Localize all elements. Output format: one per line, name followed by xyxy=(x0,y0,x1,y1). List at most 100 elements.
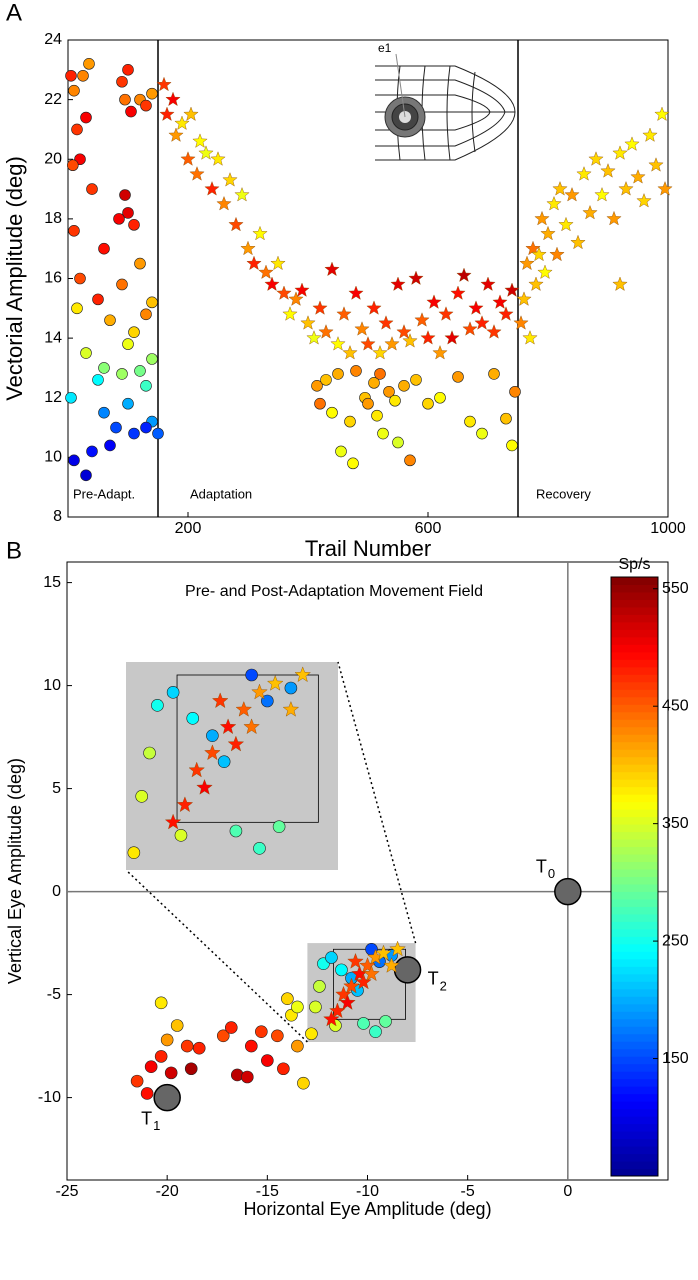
star-point xyxy=(192,133,208,148)
y-tick-label: 16 xyxy=(44,270,62,287)
star-point xyxy=(444,330,460,345)
circle-point xyxy=(80,469,92,482)
y-tick-label: 14 xyxy=(44,329,62,346)
circle-point xyxy=(476,427,488,440)
star-point xyxy=(618,181,634,196)
circle-point xyxy=(186,712,200,725)
star-point xyxy=(343,977,360,994)
star-point xyxy=(354,321,370,336)
colorbar-segment xyxy=(611,1086,658,1095)
colorbar-segment xyxy=(611,1033,658,1042)
x-axis-label: Horizontal Eye Amplitude (deg) xyxy=(243,1199,491,1219)
star-point xyxy=(216,195,232,211)
circle-point xyxy=(68,84,80,97)
colorbar-segment xyxy=(611,606,658,615)
circle-point xyxy=(335,963,348,977)
circle-point xyxy=(164,1066,178,1080)
circle-point xyxy=(160,1033,174,1047)
star-point xyxy=(318,324,334,339)
circle-point xyxy=(92,293,104,306)
circle-point xyxy=(362,397,374,410)
colorbar-segment xyxy=(611,719,658,728)
colorbar-segment xyxy=(611,584,658,593)
colorbar-segment xyxy=(611,577,658,585)
y-tick-label: 12 xyxy=(44,389,62,406)
colorbar-segment xyxy=(611,869,658,877)
circle-point xyxy=(128,427,140,440)
circle-point xyxy=(127,846,141,859)
circle-point xyxy=(125,105,137,118)
circle-point xyxy=(500,412,512,425)
colorbar-segment xyxy=(611,659,658,668)
y-tick-label: 5 xyxy=(52,780,61,797)
y-tick-label: 10 xyxy=(44,449,62,466)
colorbar-segment xyxy=(611,1138,658,1147)
colorbar-segment xyxy=(611,1071,658,1080)
star-point xyxy=(438,306,454,321)
colorbar-tick-label: 150 xyxy=(662,1050,689,1067)
colorbar-segment xyxy=(611,779,658,788)
colorbar-segment xyxy=(611,1131,658,1140)
colorbar-segment xyxy=(611,599,658,608)
colorbar-segment xyxy=(611,921,658,930)
star-point xyxy=(525,240,541,256)
star-point xyxy=(246,255,262,271)
circle-point xyxy=(357,1017,370,1030)
star-point xyxy=(210,151,226,166)
zoom-connector xyxy=(125,869,308,1043)
circle-point xyxy=(113,213,125,225)
circle-point xyxy=(65,391,77,404)
circle-point xyxy=(83,58,95,70)
y-axis-label: Vertical Eye Amplitude (deg) xyxy=(5,758,25,984)
y-tick-label: 22 xyxy=(44,91,62,108)
circle-point xyxy=(119,189,131,201)
circle-point xyxy=(65,69,77,82)
star-point xyxy=(564,187,580,202)
colorbar-segment xyxy=(611,1161,658,1170)
eye-schematic xyxy=(375,53,516,161)
circle-point xyxy=(92,374,104,386)
star-point xyxy=(336,306,352,321)
star-point xyxy=(366,300,382,315)
x-tick-label: 600 xyxy=(415,520,442,537)
star-point xyxy=(251,683,268,700)
x-tick-label: 0 xyxy=(563,1183,572,1200)
star-point xyxy=(227,735,245,752)
y-tick-label: 24 xyxy=(44,31,62,48)
circle-point xyxy=(104,439,116,452)
star-point xyxy=(312,300,328,315)
colorbar-segment xyxy=(611,1011,658,1020)
circle-point xyxy=(128,326,140,338)
circle-point xyxy=(291,1000,304,1014)
star-point xyxy=(347,952,364,969)
colorbar-segment xyxy=(611,1093,658,1102)
circle-point xyxy=(272,820,286,833)
colorbar-segment xyxy=(611,801,658,810)
circle-point xyxy=(326,406,338,419)
colorbar-tick-label: 550 xyxy=(662,580,689,597)
circle-point xyxy=(404,454,416,467)
colorbar-frame xyxy=(610,576,659,1177)
y-tick-label: 18 xyxy=(44,210,62,227)
circle-point xyxy=(144,1060,158,1073)
phase-label: Pre-Adapt. xyxy=(73,486,135,501)
target-label: T xyxy=(536,856,547,876)
circle-point xyxy=(110,421,122,434)
circle-point xyxy=(325,951,338,964)
star-point xyxy=(240,240,256,256)
colorbar-segment xyxy=(611,591,658,600)
star-point xyxy=(450,285,466,300)
circle-point xyxy=(271,1029,284,1043)
star-point xyxy=(243,718,260,735)
colorbar-tick-label: 450 xyxy=(662,697,689,714)
circle-point xyxy=(206,729,219,742)
colorbar-segment xyxy=(611,704,658,713)
y-tick-label: 0 xyxy=(52,883,61,900)
circle-point xyxy=(344,415,356,428)
colorbar-segment xyxy=(611,1123,658,1132)
star-point xyxy=(204,744,221,761)
star-point xyxy=(549,246,565,262)
colorbar-segment xyxy=(611,973,658,982)
star-point xyxy=(531,246,547,262)
